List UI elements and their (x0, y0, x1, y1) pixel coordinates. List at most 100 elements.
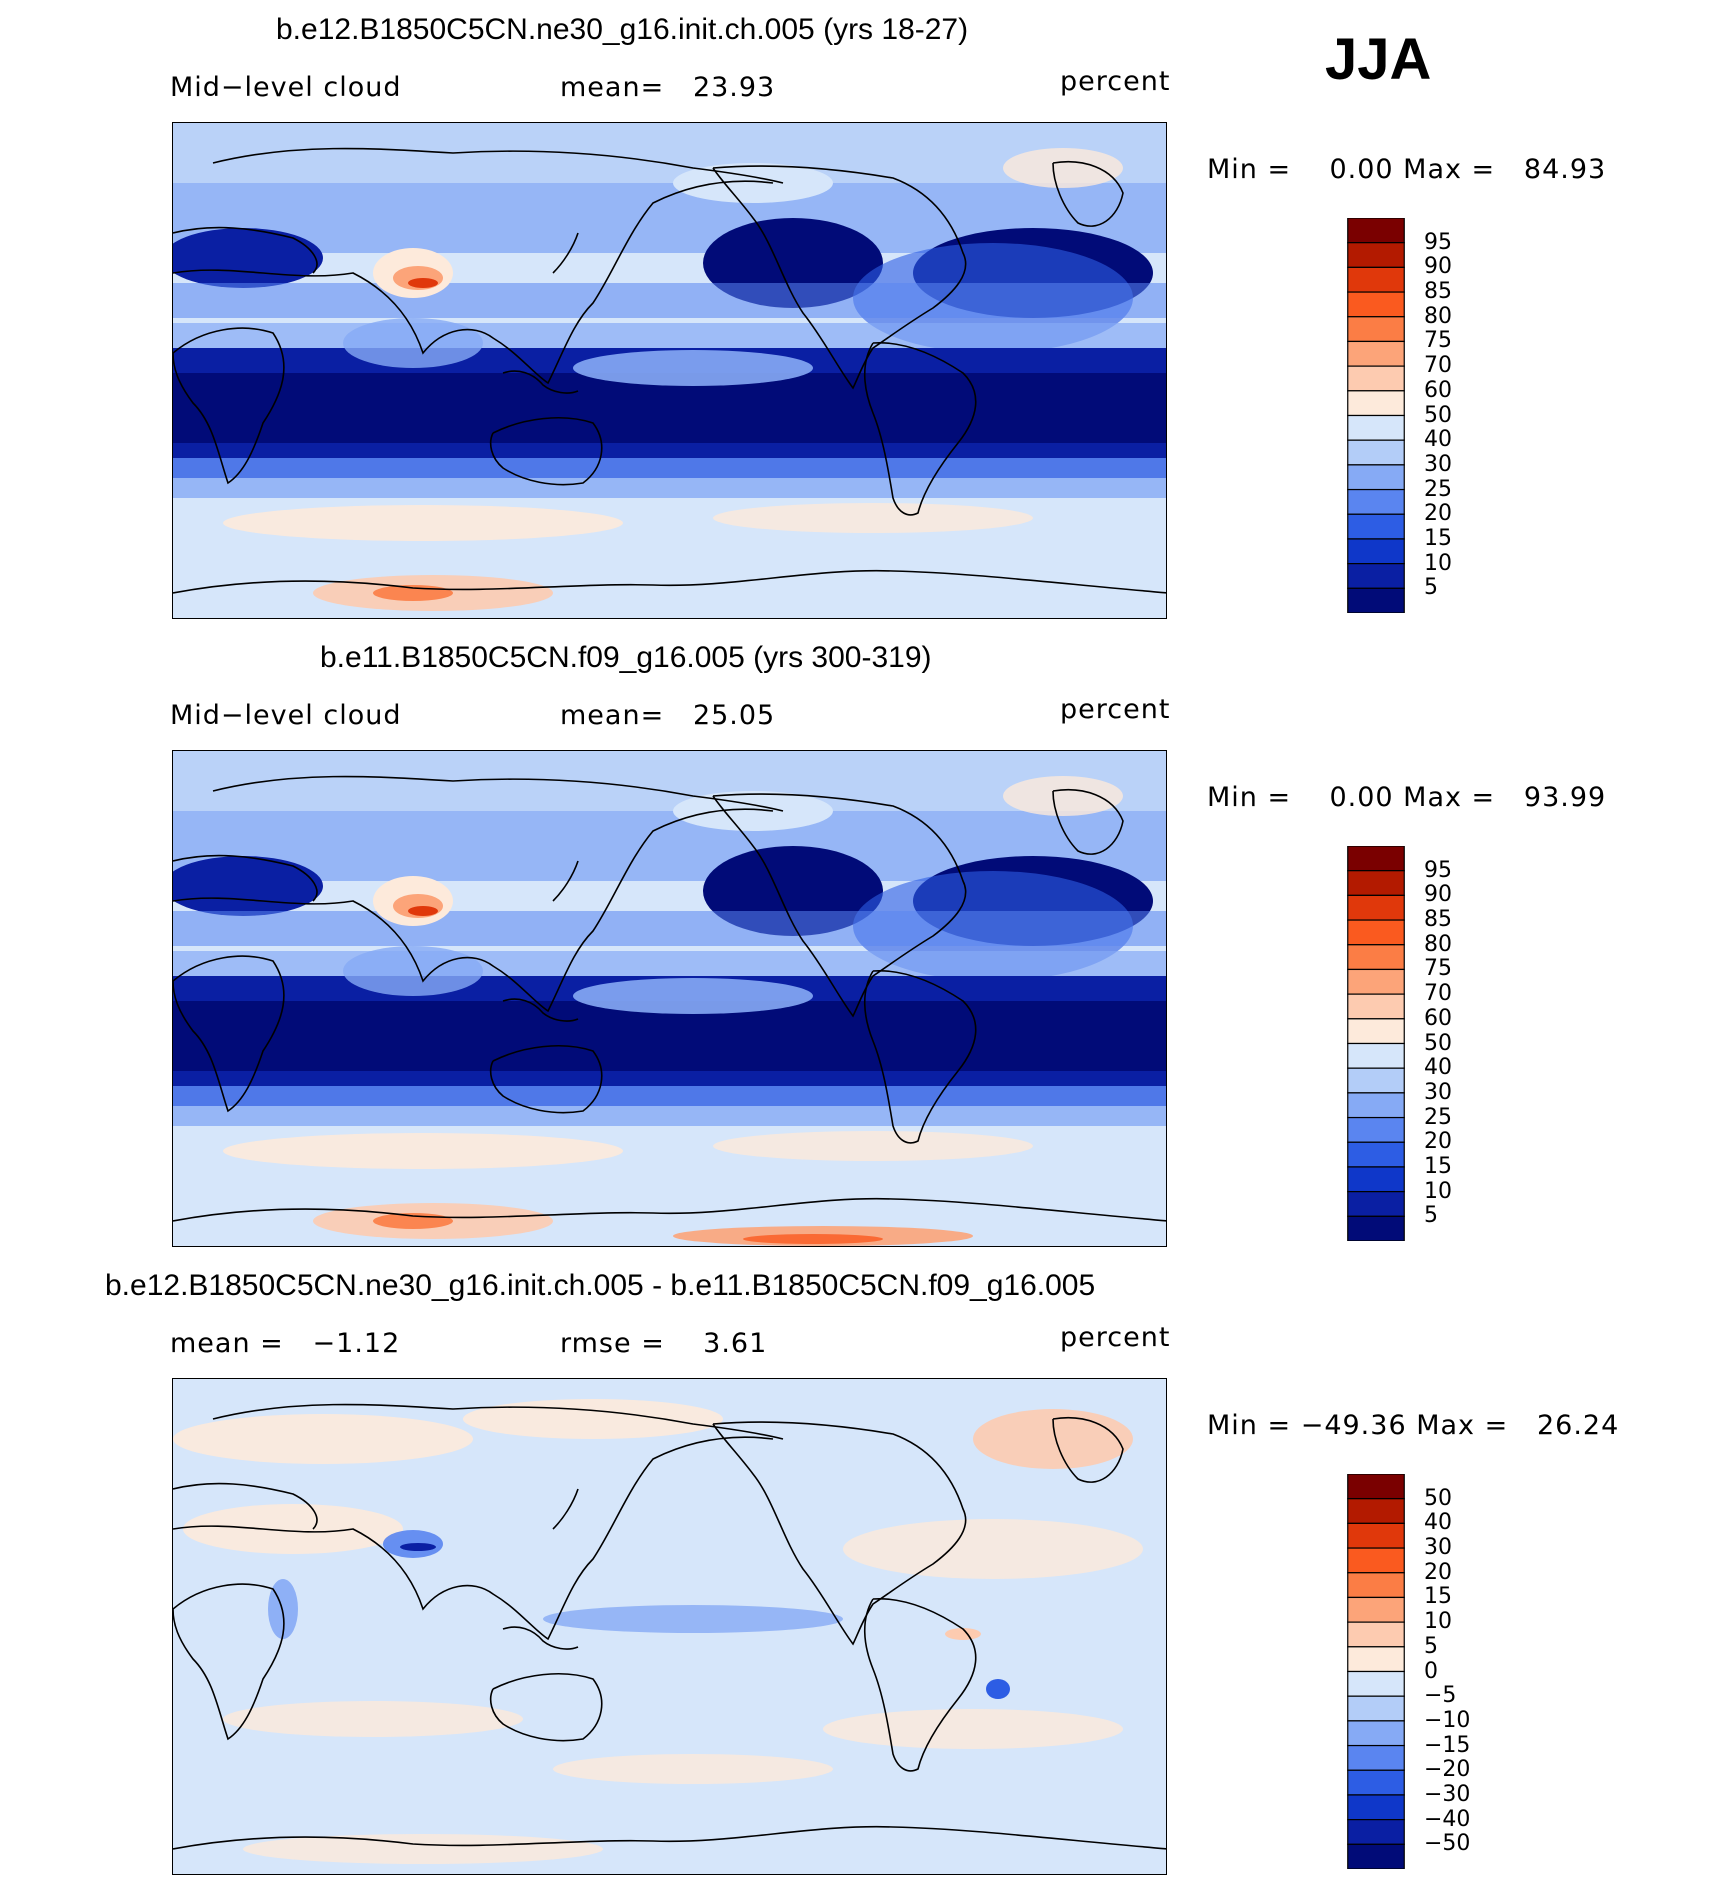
colorbar-swatch (1347, 291, 1405, 318)
colorbar-tick-label: −40 (1424, 1806, 1471, 1832)
contour-region (173, 1414, 473, 1464)
contour-band (173, 283, 1166, 318)
coastline (552, 1488, 579, 1530)
colorbar-swatch (1347, 563, 1405, 589)
colorbar-swatch (1347, 944, 1405, 971)
colorbar-swatch (1347, 846, 1405, 872)
contour-region (843, 1519, 1143, 1579)
colorbar-swatch (1347, 968, 1405, 995)
colorbar-tick-label: −10 (1424, 1707, 1471, 1733)
contour-region (173, 856, 323, 916)
contour-region (743, 1234, 883, 1244)
contour-region (553, 1754, 833, 1784)
colorbar-swatch (1347, 1769, 1405, 1796)
contour-region (823, 1709, 1123, 1749)
contour-band (173, 751, 1166, 811)
coastline (173, 955, 285, 1113)
colorbar-tick-label: 50 (1424, 402, 1452, 428)
panel-3-mean-label: mean = −1.12 (170, 1328, 401, 1359)
contour-region (343, 318, 483, 368)
contour-region (463, 1399, 723, 1439)
panel-1-variable-label: Mid−level cloud (170, 72, 402, 103)
colorbar-tick-label: 85 (1424, 907, 1452, 933)
coastline (1052, 1417, 1124, 1483)
coastline (173, 226, 318, 274)
contour-region (673, 163, 833, 203)
contour-band (173, 458, 1166, 478)
colorbar-swatch (1347, 1042, 1405, 1069)
coastline (1052, 789, 1124, 855)
colorbar-swatch (1347, 1116, 1405, 1143)
coastline (863, 1598, 977, 1772)
panel-1-colorbar (1347, 218, 1405, 613)
colorbar-tick-label: 95 (1424, 229, 1452, 255)
coastline (173, 1825, 1166, 1850)
contour-band (173, 1086, 1166, 1106)
contour-region (1003, 148, 1123, 188)
colorbar-tick-label: 10 (1424, 1178, 1452, 1204)
contour-region (543, 1605, 843, 1633)
colorbar-swatch (1347, 993, 1405, 1020)
coastline (173, 1482, 318, 1530)
panel-2-mean-label: mean= 25.05 (560, 700, 776, 731)
coastline (212, 147, 784, 184)
colorbar-tick-label: 10 (1424, 1609, 1452, 1635)
coastline (173, 854, 318, 902)
colorbar-swatch (1347, 1720, 1405, 1747)
colorbar-tick-label: 40 (1424, 1055, 1452, 1081)
colorbar-swatch (1347, 266, 1405, 293)
coastline (502, 998, 579, 1022)
contour-region (1003, 776, 1123, 816)
colorbar-tick-label: 90 (1424, 254, 1452, 280)
contour-region (173, 228, 323, 288)
colorbar-swatch (1347, 1522, 1405, 1549)
colorbar-tick-label: 90 (1424, 882, 1452, 908)
panel-1-title: b.e12.B1850C5CN.ne30_g16.init.ch.005 (yr… (276, 13, 969, 46)
panel-3-rmse-label: rmse = 3.61 (560, 1328, 768, 1359)
season-label: JJA (1325, 27, 1432, 92)
colorbar-swatch (1347, 1547, 1405, 1574)
colorbar-tick-label: 15 (1424, 1584, 1452, 1610)
colorbar-swatch (1347, 1670, 1405, 1697)
colorbar-tick-label: 30 (1424, 1535, 1452, 1561)
colorbar-tick-label: 75 (1424, 956, 1452, 982)
coastline (552, 232, 579, 274)
panel-3-map (172, 1378, 1167, 1875)
contour-region (408, 906, 438, 916)
contour-band (173, 1106, 1166, 1126)
coastline (489, 1673, 603, 1742)
contour-region (343, 946, 483, 996)
panel-1-map (172, 122, 1167, 619)
panel-3-colorbar (1347, 1474, 1405, 1869)
colorbar-swatch (1347, 1621, 1405, 1648)
contour-region (973, 1409, 1133, 1469)
coastline (173, 1583, 285, 1741)
contour-region (223, 1133, 623, 1169)
colorbar-tick-label: −30 (1424, 1781, 1471, 1807)
coastline (489, 1045, 603, 1114)
coastline (212, 1403, 784, 1440)
colorbar-tick-label: 0 (1424, 1658, 1438, 1684)
colorbar-swatch (1347, 1596, 1405, 1623)
panel-1-mean-label: mean= 23.93 (560, 72, 776, 103)
coastline (489, 417, 603, 486)
panel-2-map (172, 750, 1167, 1247)
colorbar-swatch (1347, 513, 1405, 540)
colorbar-tick-label: 95 (1424, 857, 1452, 883)
colorbar-tick-label: 20 (1424, 501, 1452, 527)
colorbar-swatch (1347, 365, 1405, 392)
contour-region (713, 1131, 1033, 1161)
panel-2-variable-label: Mid−level cloud (170, 700, 402, 731)
colorbar-swatch (1347, 439, 1405, 466)
colorbar-tick-label: 50 (1424, 1485, 1452, 1511)
colorbar-tick-label: 5 (1424, 575, 1438, 601)
colorbar-swatch (1347, 1215, 1405, 1241)
contour-band (173, 911, 1166, 946)
colorbar-swatch (1347, 870, 1405, 896)
colorbar-swatch (1347, 316, 1405, 343)
colorbar-tick-label: 85 (1424, 279, 1452, 305)
colorbar-tick-label: 80 (1424, 303, 1452, 329)
contour-region (945, 1628, 981, 1640)
coastline (863, 342, 977, 516)
colorbar-tick-label: 80 (1424, 931, 1452, 957)
